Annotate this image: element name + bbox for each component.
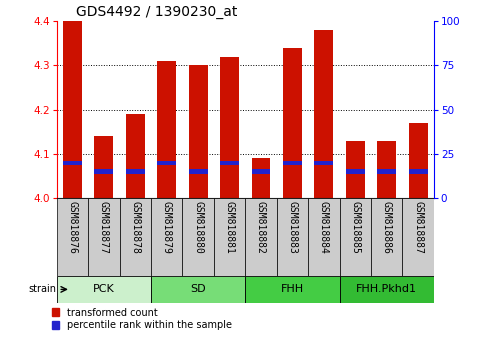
Bar [251, 159, 270, 198]
Bar [308, 198, 340, 276]
Bar [94, 136, 113, 198]
Bar [346, 170, 365, 174]
Bar [182, 198, 214, 276]
Text: GSM818878: GSM818878 [130, 201, 141, 253]
Text: GSM818879: GSM818879 [162, 201, 172, 253]
Bar [245, 276, 340, 303]
Text: GSM818885: GSM818885 [350, 201, 360, 253]
Legend: transformed count, percentile rank within the sample: transformed count, percentile rank withi… [52, 308, 232, 330]
Text: FHH.Pkhd1: FHH.Pkhd1 [356, 284, 417, 295]
Text: GSM818883: GSM818883 [287, 201, 297, 253]
Text: SD: SD [190, 284, 206, 295]
Text: GSM818877: GSM818877 [99, 201, 109, 253]
Bar [346, 141, 365, 198]
Bar [94, 170, 113, 174]
Bar [283, 161, 302, 165]
Bar [340, 198, 371, 276]
Bar [63, 21, 82, 198]
Bar [151, 198, 182, 276]
Bar [220, 57, 239, 198]
Bar [189, 65, 208, 198]
Bar [340, 276, 434, 303]
Bar [402, 198, 434, 276]
Bar [126, 170, 145, 174]
Text: GSM818876: GSM818876 [68, 201, 77, 253]
Bar [409, 123, 427, 198]
Text: GSM818880: GSM818880 [193, 201, 203, 253]
Bar [409, 170, 427, 174]
Bar [88, 198, 119, 276]
Bar [119, 198, 151, 276]
Text: GSM818882: GSM818882 [256, 201, 266, 253]
Text: GSM818884: GSM818884 [319, 201, 329, 253]
Bar [377, 141, 396, 198]
Bar [57, 276, 151, 303]
Bar [315, 161, 333, 165]
Bar [157, 161, 176, 165]
Bar [57, 198, 88, 276]
Text: GSM818887: GSM818887 [413, 201, 423, 253]
Bar [251, 170, 270, 174]
Bar [245, 198, 277, 276]
Bar [157, 61, 176, 198]
Bar [63, 161, 82, 165]
Bar [214, 198, 246, 276]
Bar [377, 170, 396, 174]
Text: FHH: FHH [281, 284, 304, 295]
Bar [371, 198, 402, 276]
Bar [277, 198, 308, 276]
Bar [283, 48, 302, 198]
Text: GSM818886: GSM818886 [382, 201, 392, 253]
Bar [151, 276, 245, 303]
Bar [220, 161, 239, 165]
Text: GSM818881: GSM818881 [224, 201, 235, 253]
Bar [126, 114, 145, 198]
Text: strain: strain [29, 284, 57, 295]
Bar [189, 170, 208, 174]
Text: PCK: PCK [93, 284, 115, 295]
Bar [315, 30, 333, 198]
Text: GDS4492 / 1390230_at: GDS4492 / 1390230_at [75, 5, 237, 19]
